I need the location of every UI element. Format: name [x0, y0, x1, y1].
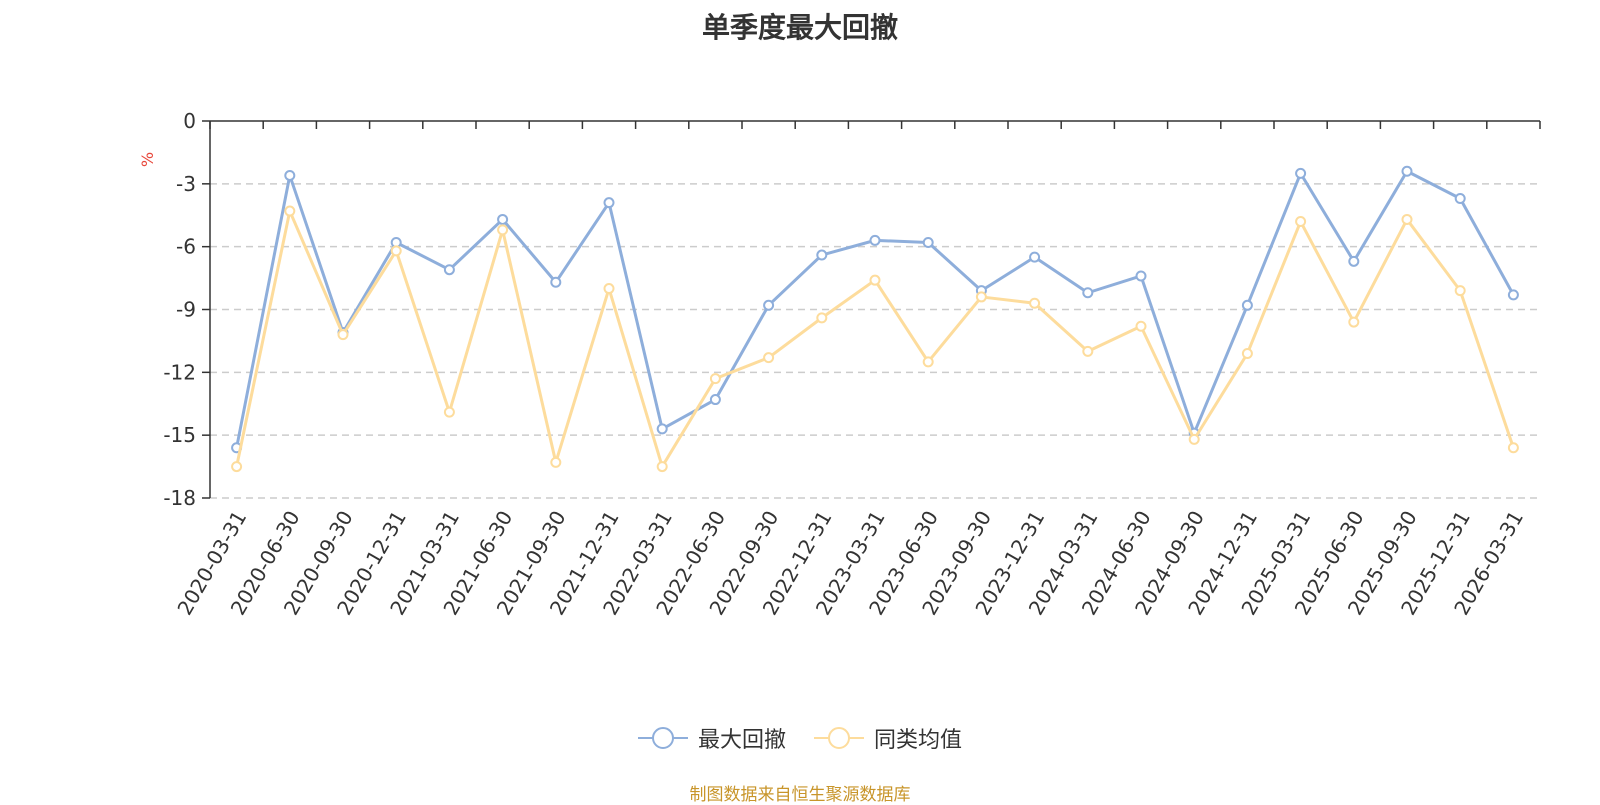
legend-marker-max-drawdown [637, 727, 688, 749]
y-tick-label: 0 [183, 109, 196, 133]
axes: 0-3-6-9-12-15-182020-03-312020-06-302020… [163, 109, 1541, 619]
data-point [1507, 442, 1519, 454]
legend-item-max-drawdown[interactable]: 最大回撤 [637, 722, 786, 754]
data-point [337, 329, 349, 341]
data-point [763, 352, 775, 364]
legend-label-peer-average: 同类均值 [874, 728, 963, 753]
data-point [922, 356, 934, 368]
data-point [656, 423, 668, 435]
y-tick-label: -9 [176, 298, 196, 322]
y-tick-label: -18 [163, 486, 196, 510]
data-point [1454, 285, 1466, 297]
data-point [550, 276, 562, 288]
data-point [656, 461, 668, 473]
legend-marker-peer-average [814, 727, 864, 749]
grid-lines [210, 183, 1540, 499]
chart-title: 单季度最大回撤 [701, 11, 898, 44]
data-point [1082, 287, 1094, 299]
data-point [763, 299, 775, 311]
data-point [497, 213, 509, 225]
data-point [1241, 347, 1253, 359]
data-point [231, 461, 243, 473]
legend-label-max-drawdown: 最大回撤 [697, 728, 786, 753]
data-point [816, 249, 828, 261]
data-point [1135, 320, 1147, 332]
data-point [975, 291, 987, 303]
data-point [1082, 345, 1094, 357]
data-point [922, 236, 934, 248]
data-point [709, 373, 721, 385]
data-point [709, 394, 721, 406]
data-point [284, 205, 296, 217]
series-line [235, 209, 1515, 469]
data-point [443, 264, 455, 276]
data-point [1348, 316, 1360, 328]
line-chart: 0-3-6-9-12-15-182020-03-312020-06-302020… [163, 109, 1541, 619]
legend-item-peer-average[interactable]: 同类均值 [814, 722, 962, 754]
data-point [1029, 251, 1041, 263]
data-point [1029, 297, 1041, 309]
series-1 [231, 205, 1519, 473]
data-point [550, 456, 562, 468]
data-point [1241, 299, 1253, 311]
data-point [816, 312, 828, 324]
data-point [1348, 255, 1360, 267]
data-point [869, 274, 881, 286]
data-point [1507, 289, 1519, 301]
y-tick-label: -3 [176, 172, 196, 196]
series-0 [231, 165, 1519, 454]
data-point [869, 234, 881, 246]
data-source-note: 制图数据来自恒生聚源数据库 [689, 785, 911, 805]
y-tick-label: -6 [176, 235, 196, 259]
data-point [603, 197, 615, 209]
legend: 最大回撤 同类均值 [0, 722, 1600, 754]
y-tick-label: -15 [163, 423, 196, 447]
data-point [390, 245, 402, 257]
y-tick-label: -12 [163, 360, 196, 384]
data-point [1188, 433, 1200, 445]
data-point [1135, 270, 1147, 282]
data-point [1295, 167, 1307, 179]
data-point [603, 283, 615, 295]
data-point [443, 406, 455, 418]
data-point [284, 169, 296, 181]
data-point [497, 224, 509, 236]
data-point [1295, 216, 1307, 228]
series-layer [231, 165, 1519, 473]
data-point [1401, 213, 1413, 225]
data-point [1454, 192, 1466, 204]
data-point [1401, 165, 1413, 177]
